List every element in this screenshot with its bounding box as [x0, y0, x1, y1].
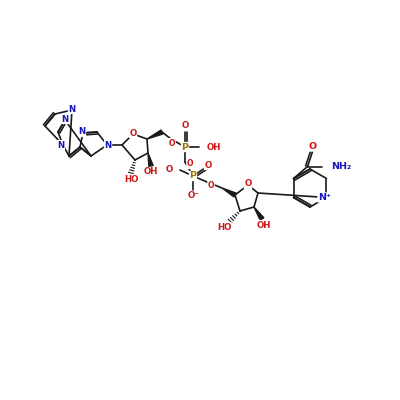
- Text: O: O: [187, 160, 193, 168]
- Text: O⁻: O⁻: [187, 192, 199, 200]
- Text: O: O: [244, 180, 252, 188]
- Text: O: O: [169, 138, 175, 148]
- Text: O: O: [129, 128, 137, 138]
- Text: P: P: [190, 172, 196, 180]
- Polygon shape: [222, 188, 236, 197]
- Text: O: O: [308, 142, 317, 151]
- Text: HO: HO: [124, 174, 138, 184]
- Text: N⁺: N⁺: [318, 193, 331, 202]
- Text: O: O: [181, 122, 189, 130]
- Polygon shape: [254, 207, 264, 220]
- Text: OH: OH: [144, 168, 158, 176]
- Polygon shape: [148, 153, 153, 166]
- Text: O: O: [204, 160, 212, 170]
- Text: N: N: [68, 104, 76, 114]
- Polygon shape: [147, 130, 163, 139]
- Text: HO: HO: [217, 222, 231, 232]
- Text: P: P: [182, 142, 188, 152]
- Text: N: N: [58, 140, 64, 150]
- Text: N: N: [78, 128, 86, 136]
- Text: N: N: [62, 114, 68, 124]
- Text: N: N: [104, 140, 112, 150]
- Text: O: O: [166, 164, 173, 174]
- Text: NH₂: NH₂: [332, 162, 352, 171]
- Text: OH: OH: [207, 142, 221, 152]
- Text: OH: OH: [257, 220, 271, 230]
- Text: O: O: [208, 180, 214, 190]
